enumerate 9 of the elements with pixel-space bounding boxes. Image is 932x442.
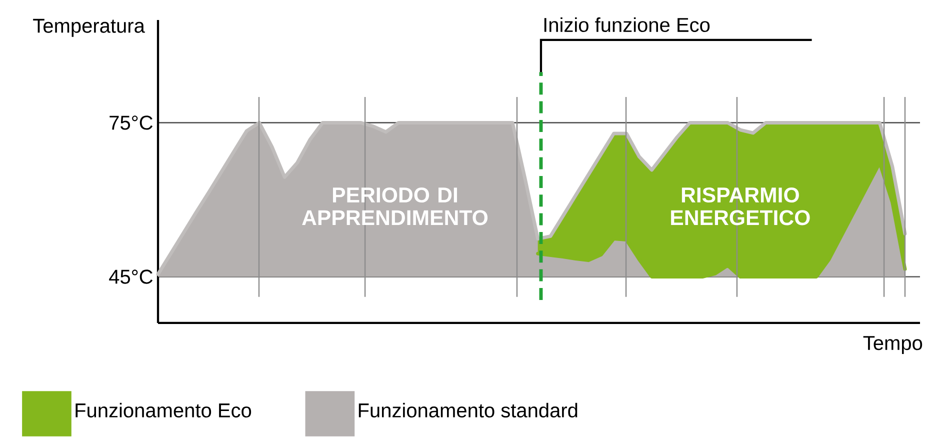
y-tick-label: 75°C (110, 116, 153, 130)
x-axis-title: Tempo (863, 336, 922, 354)
annotation: PERIODO DI APPRENDIMENTO (302, 187, 488, 226)
legend-label: Funzionamento Eco (76, 402, 252, 418)
y-axis-title: Temperatura (33, 18, 145, 37)
annotation: RISPARMIO ENERGETICO (671, 187, 810, 226)
legend-label: Funzionamento standard (358, 402, 578, 418)
annotation: Inizio funzione Eco (544, 17, 710, 32)
y-tick-label: 45°C (109, 270, 153, 284)
